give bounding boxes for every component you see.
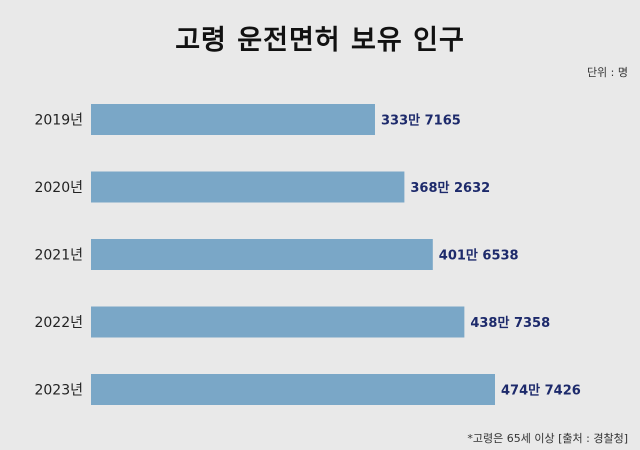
bar-1 [91, 171, 405, 203]
bar-4 [91, 374, 495, 405]
category-label-1: 2020년 [34, 180, 83, 196]
category-label-0: 2019년 [34, 113, 83, 129]
chart-title: 고령 운전면허 보유 인구 [175, 25, 465, 56]
value-label-3: 438만 7358 [470, 315, 550, 331]
source-note: *고령은 65세 이상 [출처 : 경찰청] [467, 432, 628, 445]
bar-3 [91, 306, 465, 338]
value-label-1: 368만 2632 [410, 180, 490, 196]
category-label-2: 2021년 [34, 248, 83, 264]
value-label-4: 474만 7426 [501, 383, 581, 399]
unit-label: 단위 : 명 [586, 66, 628, 79]
category-label-4: 2023년 [34, 383, 83, 399]
value-label-2: 401만 6538 [439, 248, 519, 264]
category-label-3: 2022년 [34, 315, 83, 331]
bar-0 [91, 104, 375, 135]
value-label-0: 333만 7165 [381, 113, 461, 129]
bar-2 [91, 239, 433, 270]
